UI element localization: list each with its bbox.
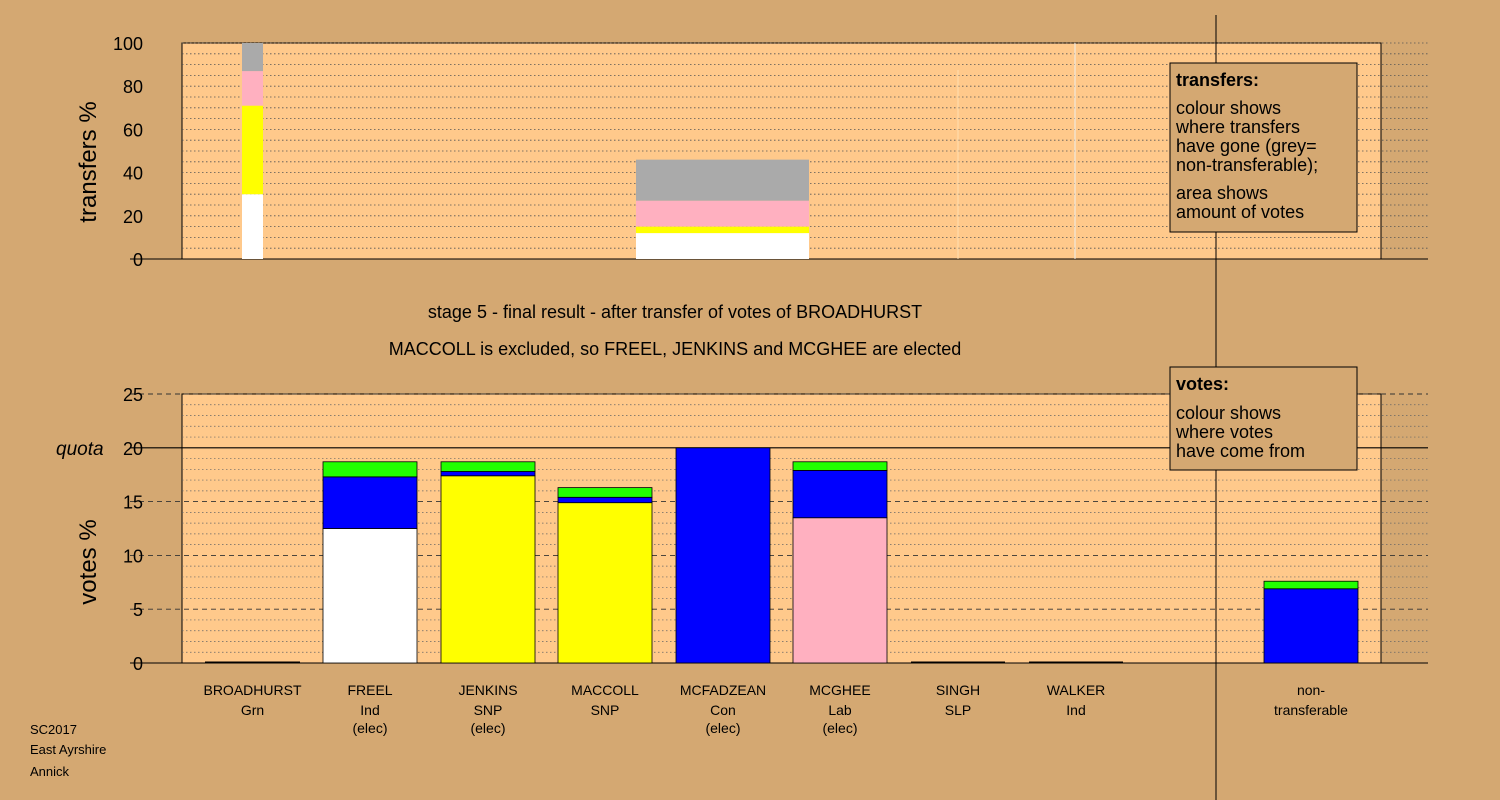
vote-bar-segment bbox=[1263, 588, 1359, 664]
candidate-label: SINGH SLP bbox=[936, 682, 980, 718]
candidate-label-line: non- bbox=[1297, 682, 1325, 698]
candidate-label: MCFADZEAN Con (elec) bbox=[680, 682, 766, 736]
vote-bar-segment bbox=[440, 475, 536, 664]
candidate-label-line: FREEL bbox=[347, 682, 392, 698]
vote-bar-segment bbox=[440, 461, 536, 472]
vote-bar-segment bbox=[557, 496, 653, 504]
transfer-bar-segment bbox=[636, 200, 809, 227]
candidate-label-line: Lab bbox=[828, 702, 852, 718]
footer-ward: Annick bbox=[30, 764, 70, 779]
candidate-label: MCGHEE Lab (elec) bbox=[809, 682, 870, 736]
candidate-label: MACCOLL SNP bbox=[571, 682, 639, 718]
transfers-y-tick-label: 80 bbox=[123, 77, 143, 97]
votes-chart: 0510152025BROADHURSTGrnFREELInd(elec)JEN… bbox=[123, 385, 1428, 736]
candidate-label-line: Grn bbox=[241, 702, 264, 718]
votes-y-tick-label: 20 bbox=[123, 439, 143, 459]
vote-bar-segment bbox=[322, 476, 418, 529]
transfers-y-tick-label: 40 bbox=[123, 164, 143, 184]
svg-text:colour shows: colour shows bbox=[1176, 403, 1281, 423]
svg-text:where transfers: where transfers bbox=[1175, 117, 1300, 137]
vote-bar-segment bbox=[792, 517, 888, 664]
candidate-label-line: MCGHEE bbox=[809, 682, 870, 698]
transfer-bar-segment bbox=[636, 233, 809, 259]
candidate-label-line: Con bbox=[710, 702, 736, 718]
candidate-label-line: WALKER bbox=[1047, 682, 1106, 698]
transfers-y-axis-label: transfers % bbox=[75, 101, 102, 222]
vote-bar-segment bbox=[792, 469, 888, 519]
candidate-label-line: SNP bbox=[591, 702, 620, 718]
candidate-label: WALKER Ind bbox=[1047, 682, 1106, 718]
headline-stage: stage 5 - final result - after transfer … bbox=[428, 302, 922, 322]
transfer-bar-segment bbox=[636, 159, 809, 201]
transfers-y-tick-label: 60 bbox=[123, 120, 143, 140]
candidate-label: BROADHURST Grn bbox=[203, 682, 301, 718]
svg-text:have gone (grey=: have gone (grey= bbox=[1176, 136, 1317, 156]
svg-text:non-transferable);: non-transferable); bbox=[1176, 155, 1318, 175]
vote-bar-segment bbox=[322, 528, 418, 664]
candidate-label-line: MCFADZEAN bbox=[680, 682, 766, 698]
svg-text:amount of votes: amount of votes bbox=[1176, 202, 1304, 222]
candidate-label-line: MACCOLL bbox=[571, 682, 639, 698]
svg-text:votes:: votes: bbox=[1176, 374, 1229, 394]
transfer-bar-segment bbox=[242, 71, 263, 106]
vote-bar-segment bbox=[440, 471, 536, 477]
quota-label: quota bbox=[56, 439, 104, 460]
transfers-y-tick-label: 20 bbox=[123, 207, 143, 227]
vote-bar-segment bbox=[322, 461, 418, 478]
candidate-label-line: (elec) bbox=[822, 720, 857, 736]
footer-council: East Ayrshire bbox=[30, 742, 106, 757]
transfer-bar-segment bbox=[242, 194, 263, 259]
candidate-label: FREEL Ind (elec) bbox=[347, 682, 392, 736]
transfers-y-tick-label: 0 bbox=[133, 250, 143, 270]
candidate-label-line: (elec) bbox=[470, 720, 505, 736]
svg-text:where votes: where votes bbox=[1175, 422, 1273, 442]
votes-y-tick-label: 15 bbox=[123, 493, 143, 513]
vote-bar-segment bbox=[792, 461, 888, 471]
votes-y-tick-label: 5 bbox=[133, 600, 143, 620]
candidate-label-line: Ind bbox=[1066, 702, 1085, 718]
transfer-bar-segment bbox=[242, 105, 263, 195]
svg-text:have come from: have come from bbox=[1176, 441, 1305, 461]
svg-text:colour shows: colour shows bbox=[1176, 98, 1281, 118]
footer-election: SC2017 bbox=[30, 722, 77, 737]
candidate-label-line: SINGH bbox=[936, 682, 980, 698]
vote-bar-segment bbox=[675, 447, 771, 664]
candidate-label: non-transferable bbox=[1274, 682, 1348, 718]
svg-text:area shows: area shows bbox=[1176, 183, 1268, 203]
candidate-label-line: BROADHURST bbox=[203, 682, 301, 698]
votes-y-axis-label: votes % bbox=[75, 519, 102, 604]
votes-y-tick-label: 0 bbox=[133, 654, 143, 674]
candidate-label-line: Ind bbox=[360, 702, 379, 718]
votes-y-tick-label: 25 bbox=[123, 385, 143, 405]
vote-bar-segment bbox=[557, 502, 653, 664]
candidate-label-line: JENKINS bbox=[458, 682, 517, 698]
vote-bar-segment bbox=[1263, 580, 1359, 590]
headline-result: MACCOLL is excluded, so FREEL, JENKINS a… bbox=[389, 339, 962, 359]
transfer-bar-segment bbox=[636, 226, 809, 234]
legend-transfers: transfers: colour shows where transfers … bbox=[1169, 62, 1358, 233]
candidate-label-line: SNP bbox=[474, 702, 503, 718]
votes-y-tick-label: 10 bbox=[123, 546, 143, 566]
candidate-label-line: (elec) bbox=[352, 720, 387, 736]
transfers-y-tick-label: 100 bbox=[113, 34, 143, 54]
transfer-bar-segment bbox=[242, 43, 263, 72]
candidate-label-line: (elec) bbox=[705, 720, 740, 736]
vote-bar-segment bbox=[557, 487, 653, 498]
legend-votes: votes: colour shows where votes have com… bbox=[1169, 366, 1358, 471]
candidate-label-line: transferable bbox=[1274, 702, 1348, 718]
candidate-label: JENKINS SNP (elec) bbox=[458, 682, 517, 736]
candidate-label-line: SLP bbox=[945, 702, 971, 718]
svg-text:transfers:: transfers: bbox=[1176, 70, 1259, 90]
